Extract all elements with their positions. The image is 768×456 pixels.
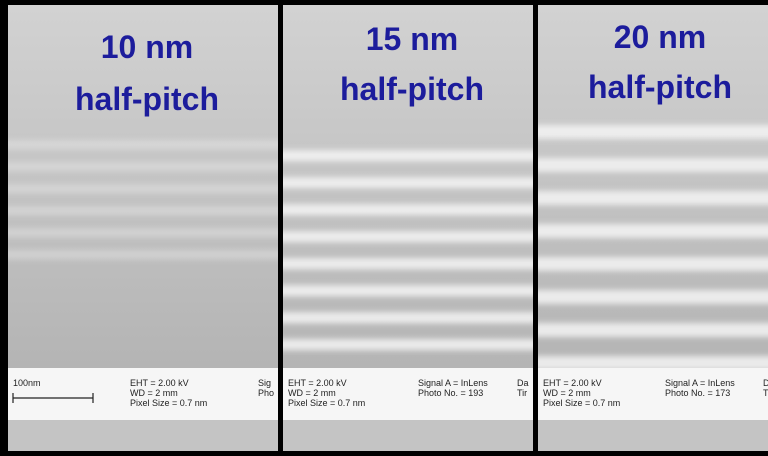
panel-subtitle: half-pitch — [588, 69, 732, 105]
stripe — [528, 290, 768, 304]
info-text: Tir — [517, 388, 527, 398]
stripe — [528, 257, 768, 271]
micrograph — [538, 5, 768, 368]
stripe — [528, 191, 768, 205]
info-text: Photo No. = 193 — [418, 388, 483, 398]
stripe — [273, 177, 543, 188]
info-text: EHT = 2.00 kV — [288, 378, 347, 388]
stripe — [273, 312, 543, 323]
stripe — [528, 224, 768, 238]
info-text: Signal A = InLens — [418, 378, 488, 388]
stripe — [528, 158, 768, 172]
info-text: Pixel Size = 0.7 nm — [288, 398, 365, 408]
stripe — [0, 228, 288, 237]
stripe — [0, 162, 288, 171]
footer — [8, 420, 278, 451]
stripe — [528, 125, 768, 139]
scale-label: 100nm — [13, 378, 41, 388]
footer — [538, 420, 768, 451]
figure: 10 nmhalf-pitch100nmEHT = 2.00 kVWD = 2 … — [0, 0, 768, 456]
panel-title: 20 nm — [614, 19, 706, 55]
panel-subtitle: half-pitch — [75, 81, 219, 117]
info-text: WD = 2 mm — [288, 388, 336, 398]
stripe — [273, 231, 543, 242]
stripe — [528, 356, 768, 370]
info-text: D — [763, 378, 768, 388]
stripe — [273, 150, 543, 161]
info-text: Pixel Size = 0.7 nm — [543, 398, 620, 408]
info-text: Signal A = InLens — [665, 378, 735, 388]
panel-subtitle: half-pitch — [340, 71, 484, 107]
info-text: WD = 2 mm — [130, 388, 178, 398]
info-text: Pho — [258, 388, 274, 398]
stripe — [0, 140, 288, 149]
stripe — [273, 204, 543, 215]
stripe — [273, 285, 543, 296]
page: 10 nmhalf-pitch100nmEHT = 2.00 kVWD = 2 … — [0, 0, 768, 456]
info-text: WD = 2 mm — [543, 388, 591, 398]
stripe — [528, 323, 768, 337]
panel-title: 15 nm — [366, 21, 458, 57]
stripe — [0, 206, 288, 215]
info-text: Pixel Size = 0.7 nm — [130, 398, 207, 408]
stripe — [273, 258, 543, 269]
stripe — [273, 339, 543, 350]
panel-title: 10 nm — [101, 29, 193, 65]
info-text: Photo No. = 173 — [665, 388, 730, 398]
info-text: Da — [517, 378, 529, 388]
footer — [283, 420, 533, 451]
stripe — [0, 250, 288, 259]
info-text: T — [763, 388, 768, 398]
stripe — [0, 184, 288, 193]
info-text: EHT = 2.00 kV — [130, 378, 189, 388]
info-text: EHT = 2.00 kV — [543, 378, 602, 388]
info-text: Sig — [258, 378, 271, 388]
